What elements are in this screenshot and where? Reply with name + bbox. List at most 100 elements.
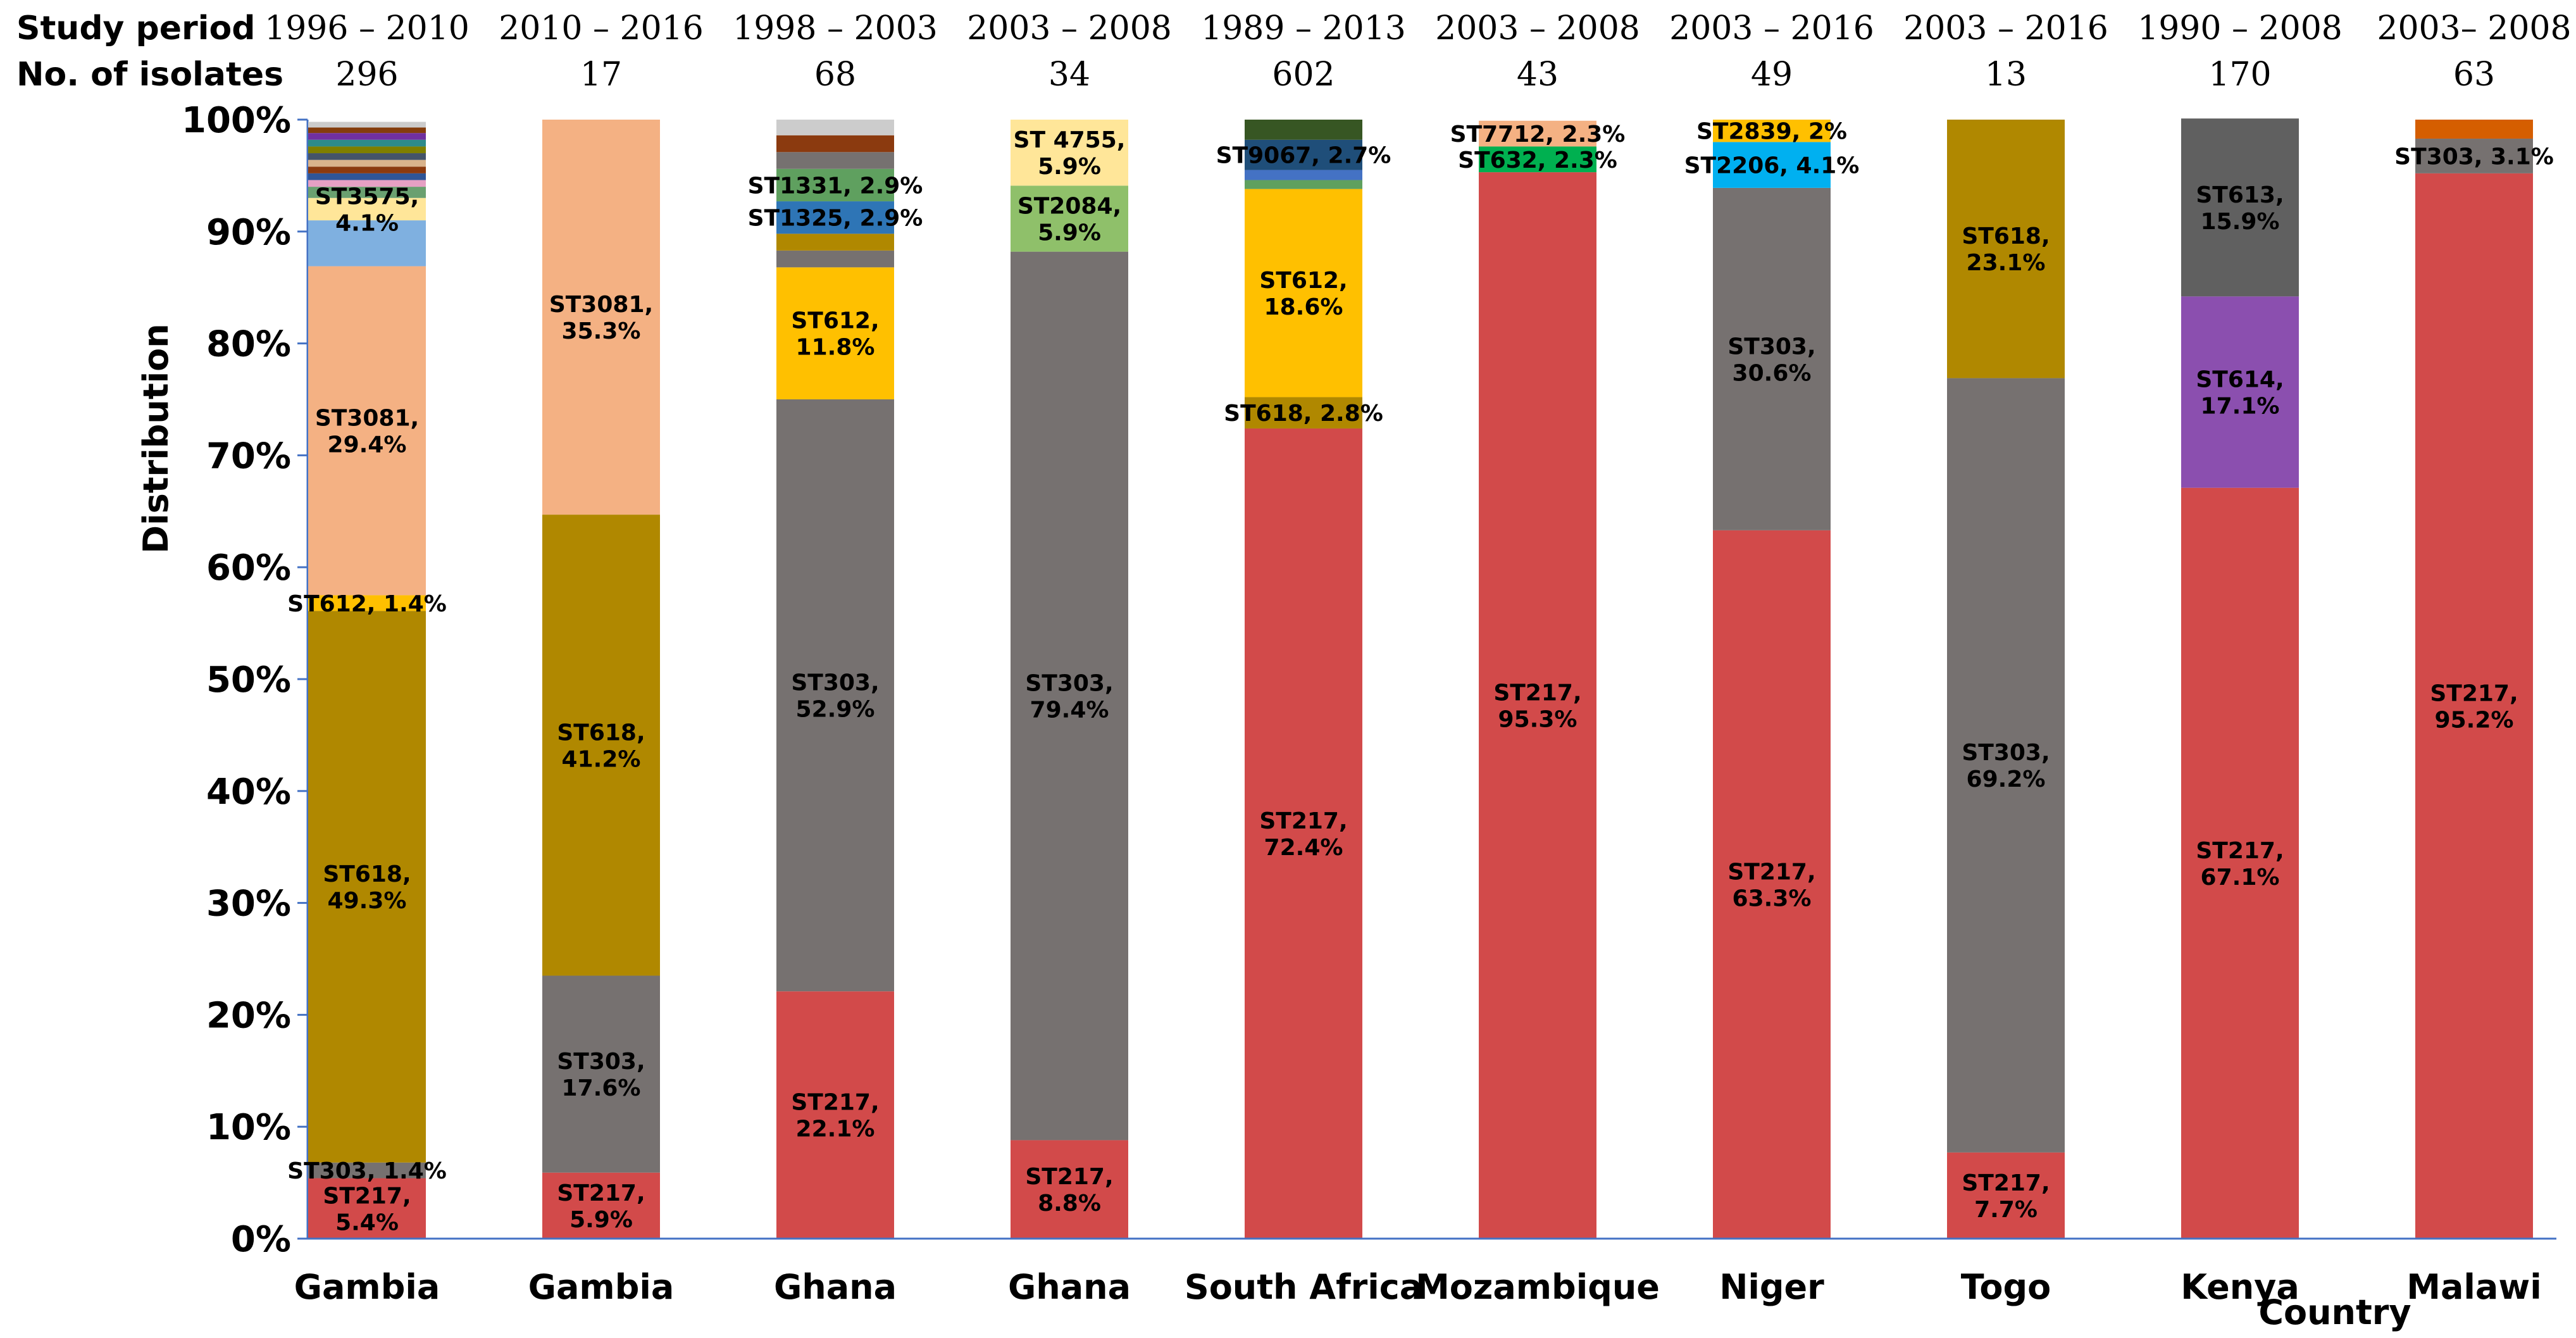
bar-segment	[1245, 139, 1362, 170]
bar-segment	[776, 168, 894, 202]
segment-label: ST3575,	[315, 184, 419, 209]
y-tick-label: 80%	[206, 324, 291, 365]
bar-segment	[1011, 185, 1128, 252]
segment-label: 63.3%	[1733, 885, 1812, 911]
x-tick-label: Niger	[1719, 1267, 1824, 1307]
bar-segment	[2415, 139, 2533, 173]
segment-label: 17.1%	[2201, 394, 2280, 420]
x-tick-label: Gambia	[528, 1267, 675, 1307]
bar-segment	[308, 133, 426, 140]
segment-label: ST217,	[323, 1183, 411, 1209]
study-period-value: 2003 – 2008	[1435, 9, 1640, 47]
segment-label: ST303,	[557, 1049, 645, 1075]
y-tick-label: 20%	[206, 995, 291, 1036]
bar-segment	[776, 267, 894, 399]
bar-segment	[1479, 146, 1596, 173]
y-tick-label: 60%	[206, 547, 291, 589]
bar-segment	[542, 1172, 660, 1239]
bar-segment	[1245, 120, 1362, 140]
y-tick-label: 70%	[206, 435, 291, 477]
segment-label: ST217,	[1493, 680, 1581, 706]
segment-label: ST217,	[557, 1180, 645, 1206]
y-tick-label: 100%	[182, 100, 291, 141]
x-tick-label: Togo	[1961, 1267, 2051, 1307]
y-axis: 0% 10% 20% 30% 40% 50% 60% 70% 80% 90% 100%	[182, 100, 309, 1260]
segment-label: ST613,	[2196, 182, 2284, 208]
segment-label: ST303, 1.4%	[287, 1158, 447, 1184]
study-period-value: 1998 – 2003	[733, 9, 938, 47]
segment-label: 95.2%	[2435, 707, 2514, 733]
segment-label: ST618, 2.8%	[1224, 401, 1383, 427]
study-period-value: 2010 – 2016	[499, 9, 704, 47]
bar-segment	[2181, 487, 2299, 1239]
segment-label: ST1331, 2.9%	[748, 173, 923, 199]
y-tick-label: 30%	[206, 884, 291, 925]
isolate-count-value: 63	[2453, 56, 2495, 94]
isolate-count-value: 170	[2208, 56, 2271, 94]
bar-segment	[308, 127, 426, 134]
segment-label: ST217,	[2196, 838, 2284, 864]
bar-8	[1947, 120, 2065, 1239]
segment-labels: ST217,5.4%ST303, 1.4%ST618,49.3%ST612, 1…	[287, 119, 2554, 1236]
isolate-count-value: 296	[335, 56, 398, 94]
bar-segment	[1011, 1140, 1128, 1239]
segment-label: 67.1%	[2201, 865, 2280, 891]
bar-segment	[1245, 189, 1362, 397]
bar-segment	[308, 173, 426, 180]
y-tick-label: 90%	[206, 212, 291, 253]
isolate-count-value: 68	[814, 56, 856, 94]
bar-4	[1011, 120, 1128, 1239]
y-tick-label: 10%	[206, 1107, 291, 1148]
bar-segment	[776, 135, 894, 153]
bar-segment	[308, 180, 426, 187]
bar-segment	[308, 139, 426, 147]
study-period-values: 1996 – 2010 2010 – 2016 1998 – 2003 2003 – …	[264, 9, 2571, 47]
segment-label: ST303,	[791, 670, 879, 696]
segment-label: 5.9%	[1038, 220, 1101, 246]
x-tick-label: Malawi	[2406, 1267, 2542, 1307]
segment-label: ST217,	[1025, 1164, 1113, 1190]
segment-label: 4.1%	[335, 210, 399, 236]
isolate-count-value: 13	[1985, 56, 2027, 94]
x-tick-label: South Africa	[1185, 1267, 1422, 1307]
bar-segment	[1713, 530, 1831, 1239]
bar-segment	[1245, 170, 1362, 180]
study-period-value: 1989 – 2013	[1201, 9, 1406, 47]
segment-label: 5.9%	[1038, 154, 1101, 180]
isolate-count-value: 17	[580, 56, 622, 94]
segment-label: 30.6%	[1733, 360, 1812, 386]
bar-segment	[776, 201, 894, 234]
bar-segment	[308, 166, 426, 173]
bar-segment	[1011, 120, 1128, 186]
bar-segment	[308, 197, 426, 221]
segment-label: 79.4%	[1030, 697, 1109, 723]
segment-label: 52.9%	[796, 697, 875, 723]
segment-label: ST2839, 2%	[1696, 119, 1847, 145]
isolates-label: No. of isolates	[16, 56, 283, 94]
segment-label: ST303,	[1962, 740, 2050, 766]
bar-10	[2415, 120, 2533, 1239]
segment-label: 29.4%	[328, 432, 407, 458]
segment-label: ST2206, 4.1%	[1684, 153, 1860, 179]
bar-segment	[308, 146, 426, 154]
isolate-count-value: 602	[1272, 56, 1335, 94]
bar-segment	[308, 595, 426, 611]
bar-segment	[308, 1178, 426, 1239]
bar-segment	[776, 991, 894, 1239]
bar-segment	[2415, 173, 2533, 1239]
segment-label: 8.8%	[1038, 1191, 1101, 1216]
segment-label: 69.2%	[1967, 766, 2046, 792]
segment-label: 41.2%	[562, 746, 641, 772]
bar-segment	[1245, 397, 1362, 428]
segment-label: ST217,	[1259, 808, 1347, 834]
x-tick-label: Gambia	[294, 1267, 440, 1307]
segment-label: 95.3%	[1498, 707, 1577, 733]
bar-segment	[542, 120, 660, 515]
bar-segment	[1245, 180, 1362, 189]
segment-label: ST3081,	[549, 292, 653, 318]
bar-segment	[542, 515, 660, 976]
bar-segment	[308, 159, 426, 167]
segment-label: ST9067, 2.7%	[1216, 143, 1391, 169]
y-tick-label: 0%	[231, 1219, 291, 1260]
bar-9	[2181, 118, 2299, 1239]
